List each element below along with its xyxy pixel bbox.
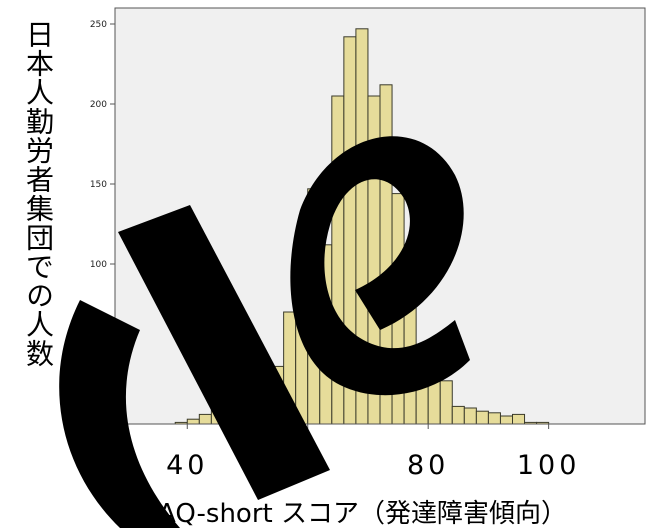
y-tick-label: 50 bbox=[96, 340, 108, 350]
histogram-bar bbox=[234, 385, 248, 425]
histogram-bar bbox=[283, 311, 297, 425]
histogram-bar bbox=[487, 412, 501, 425]
histogram-bar bbox=[379, 84, 393, 425]
x-tick-label: 100 bbox=[517, 450, 581, 481]
y-tick-label: 0 bbox=[101, 420, 107, 430]
histogram-bar bbox=[307, 188, 321, 425]
histogram-bar bbox=[403, 269, 417, 425]
histogram-bar bbox=[463, 407, 477, 425]
x-tick-label: 80 bbox=[407, 450, 449, 481]
x-axis-label: AQ-short スコア（発達障害傾向） bbox=[158, 499, 567, 529]
histogram-bar bbox=[271, 365, 285, 425]
histogram-bar bbox=[355, 28, 369, 425]
y-axis: 0 50 100 150 200 250 bbox=[90, 20, 115, 430]
histogram-bar bbox=[475, 410, 489, 425]
histogram-bar bbox=[415, 359, 429, 425]
y-tick-label: 100 bbox=[90, 260, 107, 270]
histogram-bar bbox=[427, 377, 441, 425]
histogram-bar bbox=[451, 405, 465, 425]
histogram-bar bbox=[295, 282, 309, 425]
histogram-bar bbox=[198, 413, 212, 425]
histogram-bar bbox=[367, 95, 381, 425]
x-tick-label: 60 bbox=[287, 450, 329, 481]
x-tick-label: 40 bbox=[166, 450, 208, 481]
histogram-bar bbox=[259, 383, 273, 425]
y-tick-label: 200 bbox=[90, 100, 107, 110]
x-axis: 40 60 80 100 bbox=[166, 424, 581, 481]
histogram-bar bbox=[210, 404, 224, 425]
histogram-bar bbox=[319, 244, 333, 425]
y-tick-label: 250 bbox=[90, 20, 107, 30]
y-axis-label: 日本人勤労者集団での人数 bbox=[22, 20, 55, 368]
histogram-bar bbox=[222, 391, 236, 425]
histogram-bar bbox=[331, 95, 345, 425]
histogram-bar bbox=[186, 418, 200, 425]
y-tick-label: 150 bbox=[90, 180, 107, 190]
histogram-bar bbox=[247, 388, 261, 425]
histogram-bar bbox=[439, 380, 453, 425]
histogram-bar bbox=[499, 415, 514, 425]
histogram-bar bbox=[512, 413, 526, 425]
plot-frame bbox=[114, 7, 646, 425]
histogram-bar bbox=[343, 36, 357, 425]
histogram-bar bbox=[391, 193, 405, 425]
